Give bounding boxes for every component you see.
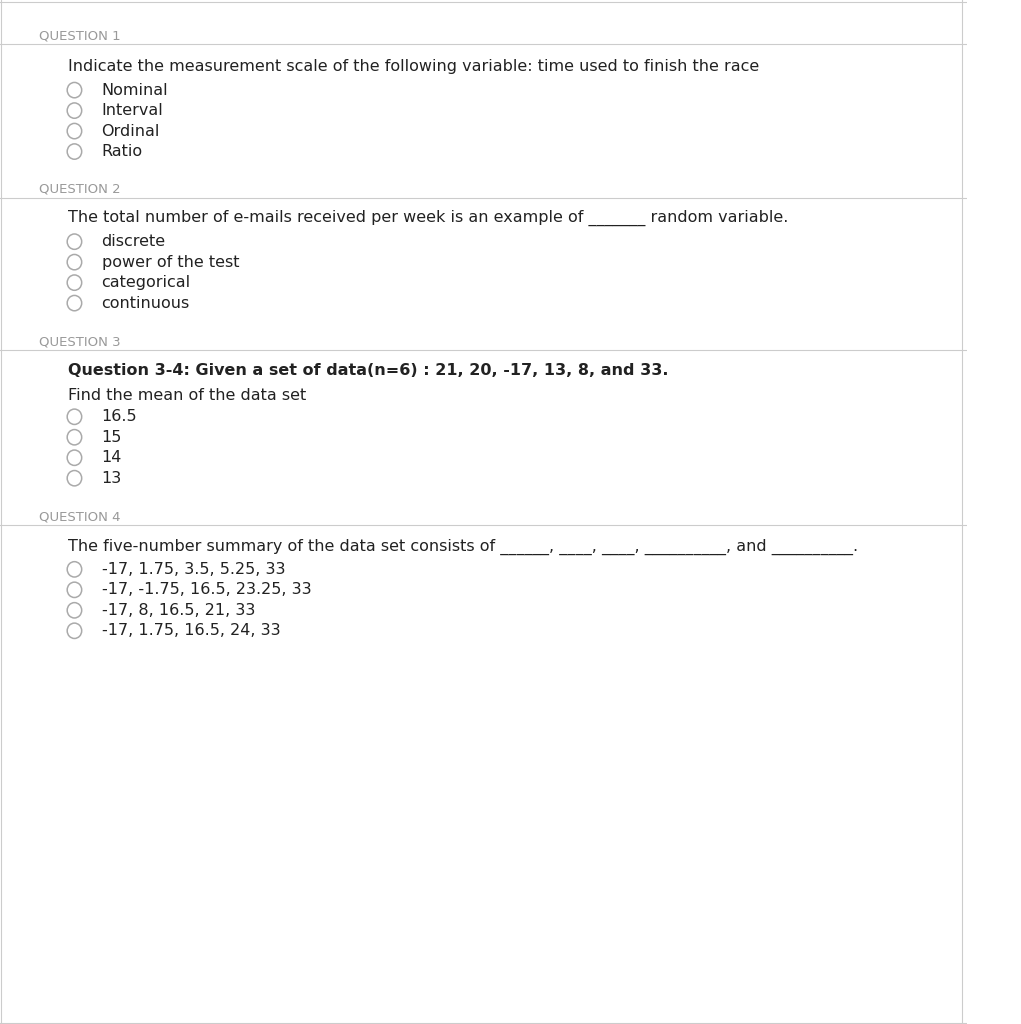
Text: -17, 1.75, 3.5, 5.25, 33: -17, 1.75, 3.5, 5.25, 33: [101, 562, 285, 577]
Text: Ordinal: Ordinal: [101, 124, 160, 138]
Text: 13: 13: [101, 471, 121, 485]
Text: -17, 1.75, 16.5, 24, 33: -17, 1.75, 16.5, 24, 33: [101, 624, 280, 638]
Text: Indicate the measurement scale of the following variable: time used to finish th: Indicate the measurement scale of the fo…: [67, 59, 759, 74]
Text: -17, -1.75, 16.5, 23.25, 33: -17, -1.75, 16.5, 23.25, 33: [101, 583, 311, 597]
Text: Nominal: Nominal: [101, 83, 168, 97]
Text: Interval: Interval: [101, 103, 163, 118]
Text: continuous: continuous: [101, 296, 190, 310]
Text: The total number of e-mails received per week is an example of _______ random va: The total number of e-mails received per…: [67, 210, 788, 226]
Text: -17, 8, 16.5, 21, 33: -17, 8, 16.5, 21, 33: [101, 603, 255, 617]
Text: 15: 15: [101, 430, 121, 444]
Text: QUESTION 3: QUESTION 3: [39, 336, 120, 348]
Text: QUESTION 2: QUESTION 2: [39, 183, 120, 196]
Text: Find the mean of the data set: Find the mean of the data set: [67, 388, 306, 402]
Text: discrete: discrete: [101, 234, 165, 249]
Text: The five-number summary of the data set consists of ______, ____, ____, ________: The five-number summary of the data set …: [67, 539, 858, 555]
Text: QUESTION 4: QUESTION 4: [39, 511, 120, 523]
Text: categorical: categorical: [101, 275, 191, 290]
Text: QUESTION 1: QUESTION 1: [39, 30, 120, 42]
Text: Ratio: Ratio: [101, 144, 143, 159]
Text: 16.5: 16.5: [101, 410, 137, 424]
Text: power of the test: power of the test: [101, 255, 239, 269]
Text: Question 3-4: Given a set of data(n=6) : 21, 20, -17, 13, 8, and 33.: Question 3-4: Given a set of data(n=6) :…: [67, 364, 668, 378]
Text: 14: 14: [101, 451, 121, 465]
